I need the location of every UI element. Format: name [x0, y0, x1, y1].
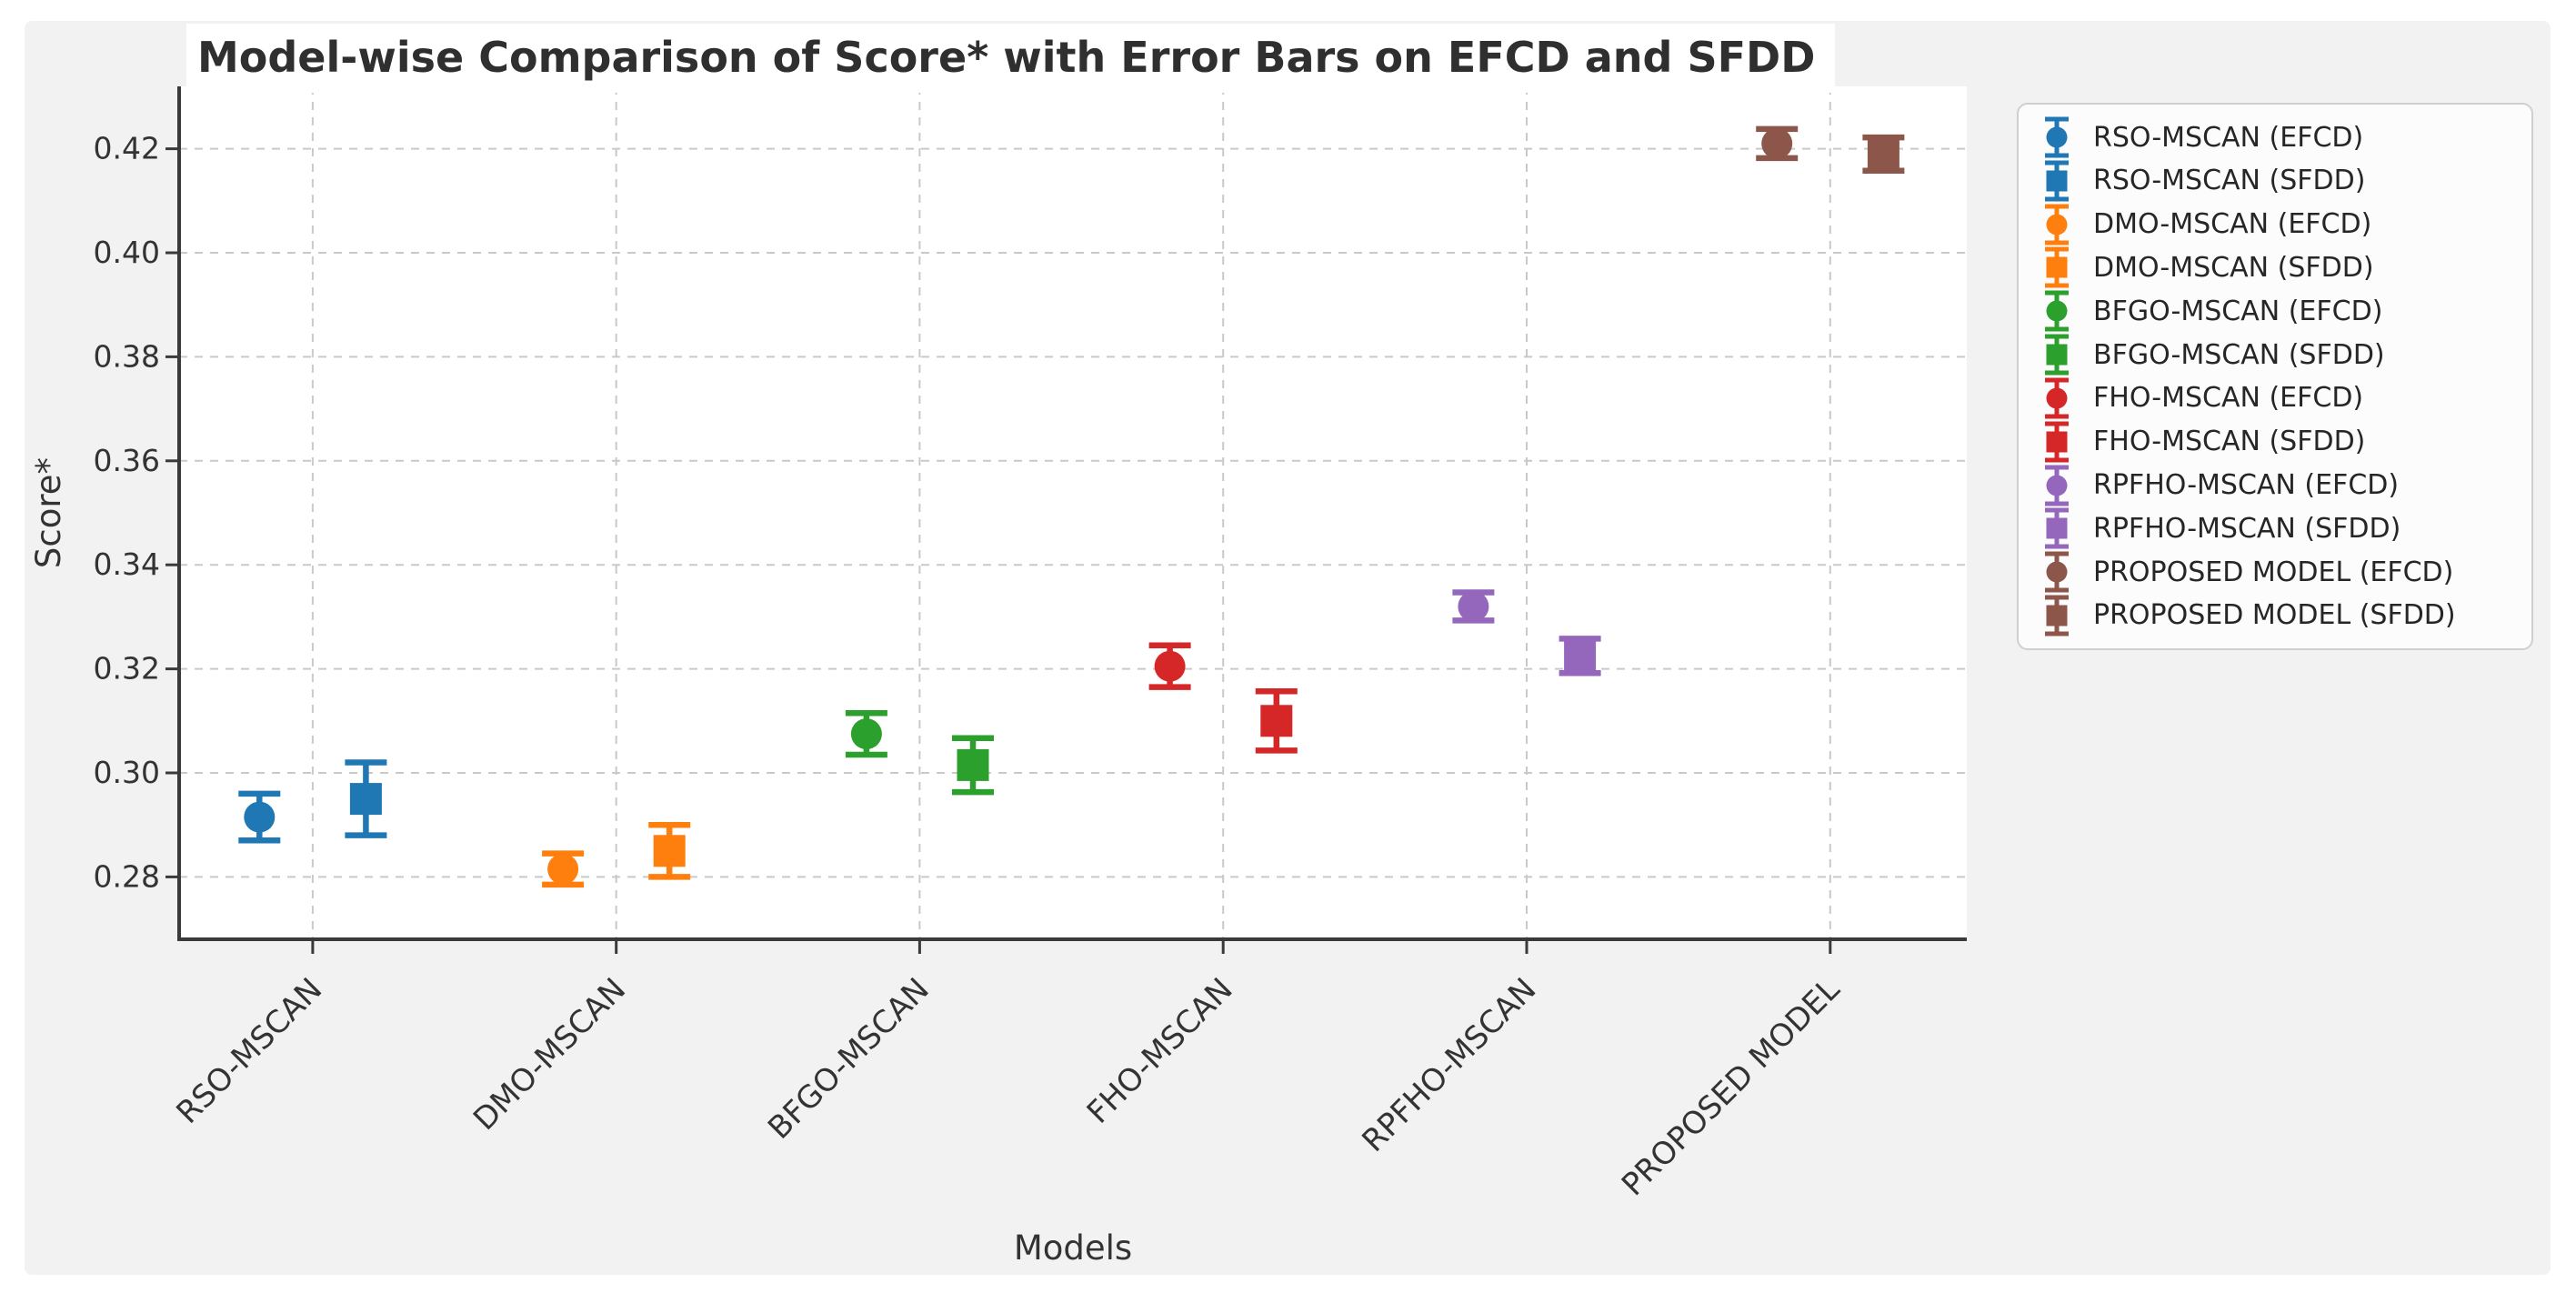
- legend-errorbar-circle-icon: [2045, 465, 2069, 506]
- legend-item: BFGO-MSCAN (EFCD): [2039, 290, 2531, 332]
- legend: RSO-MSCAN (EFCD) RSO-MSCAN (SFDD) DMO-MSCA…: [2017, 103, 2533, 650]
- legend-item: RSO-MSCAN (SFDD): [2039, 160, 2531, 202]
- chart-title: Model-wise Comparison of Score* with Err…: [186, 24, 1836, 93]
- errorbar-BFGO-MSCAN-SFDD: [952, 735, 994, 796]
- legend-errorbar-square-icon: [2045, 595, 2069, 636]
- marker-square: [653, 835, 686, 867]
- errorbar-RPFHO-MSCAN-EFCD: [1452, 589, 1495, 624]
- legend-item-label: PROPOSED MODEL (EFCD): [2093, 556, 2454, 588]
- x-tick-label: RPFHO-MSCAN: [1355, 971, 1543, 1159]
- legend-item-label: DMO-MSCAN (SFDD): [2093, 251, 2374, 284]
- legend-item-label: PROPOSED MODEL (SFDD): [2093, 599, 2456, 632]
- errorbar-RSO-MSCAN-SFDD: [345, 759, 387, 838]
- plot-area: [179, 86, 1967, 939]
- errorbar-FHO-MSCAN-SFDD: [1255, 687, 1298, 754]
- legend-errorbar-circle-icon: [2045, 204, 2069, 246]
- legend-errorbar-square-icon: [2045, 507, 2069, 549]
- legend-item-label: FHO-MSCAN (EFCD): [2093, 382, 2364, 415]
- marker-circle: [244, 801, 276, 833]
- x-tick-label: BFGO-MSCAN: [761, 971, 937, 1147]
- legend-item: RPFHO-MSCAN (EFCD): [2039, 465, 2531, 506]
- errorbar-RPFHO-MSCAN-SFDD: [1559, 636, 1601, 677]
- y-tick-label: 0.40: [94, 235, 160, 270]
- legend-item: FHO-MSCAN (EFCD): [2039, 377, 2531, 419]
- legend-item-label: RPFHO-MSCAN (SFDD): [2093, 512, 2401, 545]
- legend-item: DMO-MSCAN (SFDD): [2039, 246, 2531, 288]
- y-tick-label: 0.34: [94, 546, 160, 582]
- legend-errorbar-circle-icon: [2045, 116, 2069, 158]
- legend-item: DMO-MSCAN (EFCD): [2039, 204, 2531, 246]
- marker-square: [349, 783, 382, 816]
- marker-circle: [1154, 650, 1186, 682]
- legend-item-label: FHO-MSCAN (SFDD): [2093, 426, 2366, 458]
- legend-errorbar-circle-icon: [2045, 290, 2069, 332]
- legend-item: BFGO-MSCAN (SFDD): [2039, 334, 2531, 376]
- y-tick-label: 0.32: [94, 651, 160, 687]
- legend-item-label: BFGO-MSCAN (EFCD): [2093, 295, 2383, 327]
- x-axis-label: Models: [1014, 1228, 1132, 1268]
- errorbar-FHO-MSCAN-EFCD: [1148, 642, 1191, 690]
- legend-item: RSO-MSCAN (EFCD): [2039, 116, 2531, 158]
- legend-item: RPFHO-MSCAN (SFDD): [2039, 507, 2531, 549]
- x-tick-label: FHO-MSCAN: [1080, 971, 1240, 1131]
- errorbar-DMO-MSCAN-EFCD: [542, 850, 585, 888]
- errorbar-RSO-MSCAN-EFCD: [238, 790, 281, 844]
- errorbar-PROPOSED MODEL-EFCD: [1756, 125, 1799, 162]
- legend-item: FHO-MSCAN (SFDD): [2039, 421, 2531, 463]
- y-tick-label: 0.38: [94, 338, 160, 374]
- legend-item-label: RPFHO-MSCAN (EFCD): [2093, 469, 2400, 501]
- y-tick-label: 0.36: [94, 443, 160, 478]
- legend-item-label: RSO-MSCAN (EFCD): [2093, 121, 2364, 154]
- x-tick-label: RSO-MSCAN: [170, 971, 330, 1131]
- legend-errorbar-square-icon: [2045, 246, 2069, 288]
- marker-square: [1564, 639, 1597, 672]
- marker-circle: [547, 853, 579, 885]
- legend-item-label: BFGO-MSCAN (SFDD): [2093, 338, 2385, 371]
- marker-circle: [1761, 127, 1793, 159]
- marker-square: [957, 748, 989, 781]
- errorbar-PROPOSED MODEL-SFDD: [1862, 134, 1905, 174]
- x-tick-label: PROPOSED MODEL: [1615, 971, 1847, 1203]
- legend-item: PROPOSED MODEL (EFCD): [2039, 551, 2531, 593]
- y-tick-label: 0.28: [94, 858, 160, 894]
- marker-circle: [850, 718, 882, 750]
- legend-errorbar-circle-icon: [2045, 377, 2069, 419]
- legend-errorbar-square-icon: [2045, 334, 2069, 376]
- legend-errorbar-square-icon: [2045, 421, 2069, 463]
- y-axis-label: Score*: [29, 457, 68, 568]
- legend-item-label: DMO-MSCAN (EFCD): [2093, 208, 2372, 241]
- y-tick-label: 0.42: [94, 131, 160, 166]
- marker-square: [1260, 705, 1293, 737]
- legend-item: PROPOSED MODEL (SFDD): [2039, 595, 2531, 636]
- legend-item-label: RSO-MSCAN (SFDD): [2093, 165, 2366, 197]
- legend-errorbar-square-icon: [2045, 160, 2069, 202]
- marker-circle: [1458, 591, 1489, 622]
- x-tick-label: DMO-MSCAN: [466, 971, 633, 1138]
- errorbar-DMO-MSCAN-SFDD: [648, 821, 691, 880]
- legend-errorbar-circle-icon: [2045, 551, 2069, 593]
- y-tick-label: 0.30: [94, 755, 160, 790]
- errorbar-BFGO-MSCAN-EFCD: [845, 709, 887, 758]
- marker-square: [1867, 137, 1899, 170]
